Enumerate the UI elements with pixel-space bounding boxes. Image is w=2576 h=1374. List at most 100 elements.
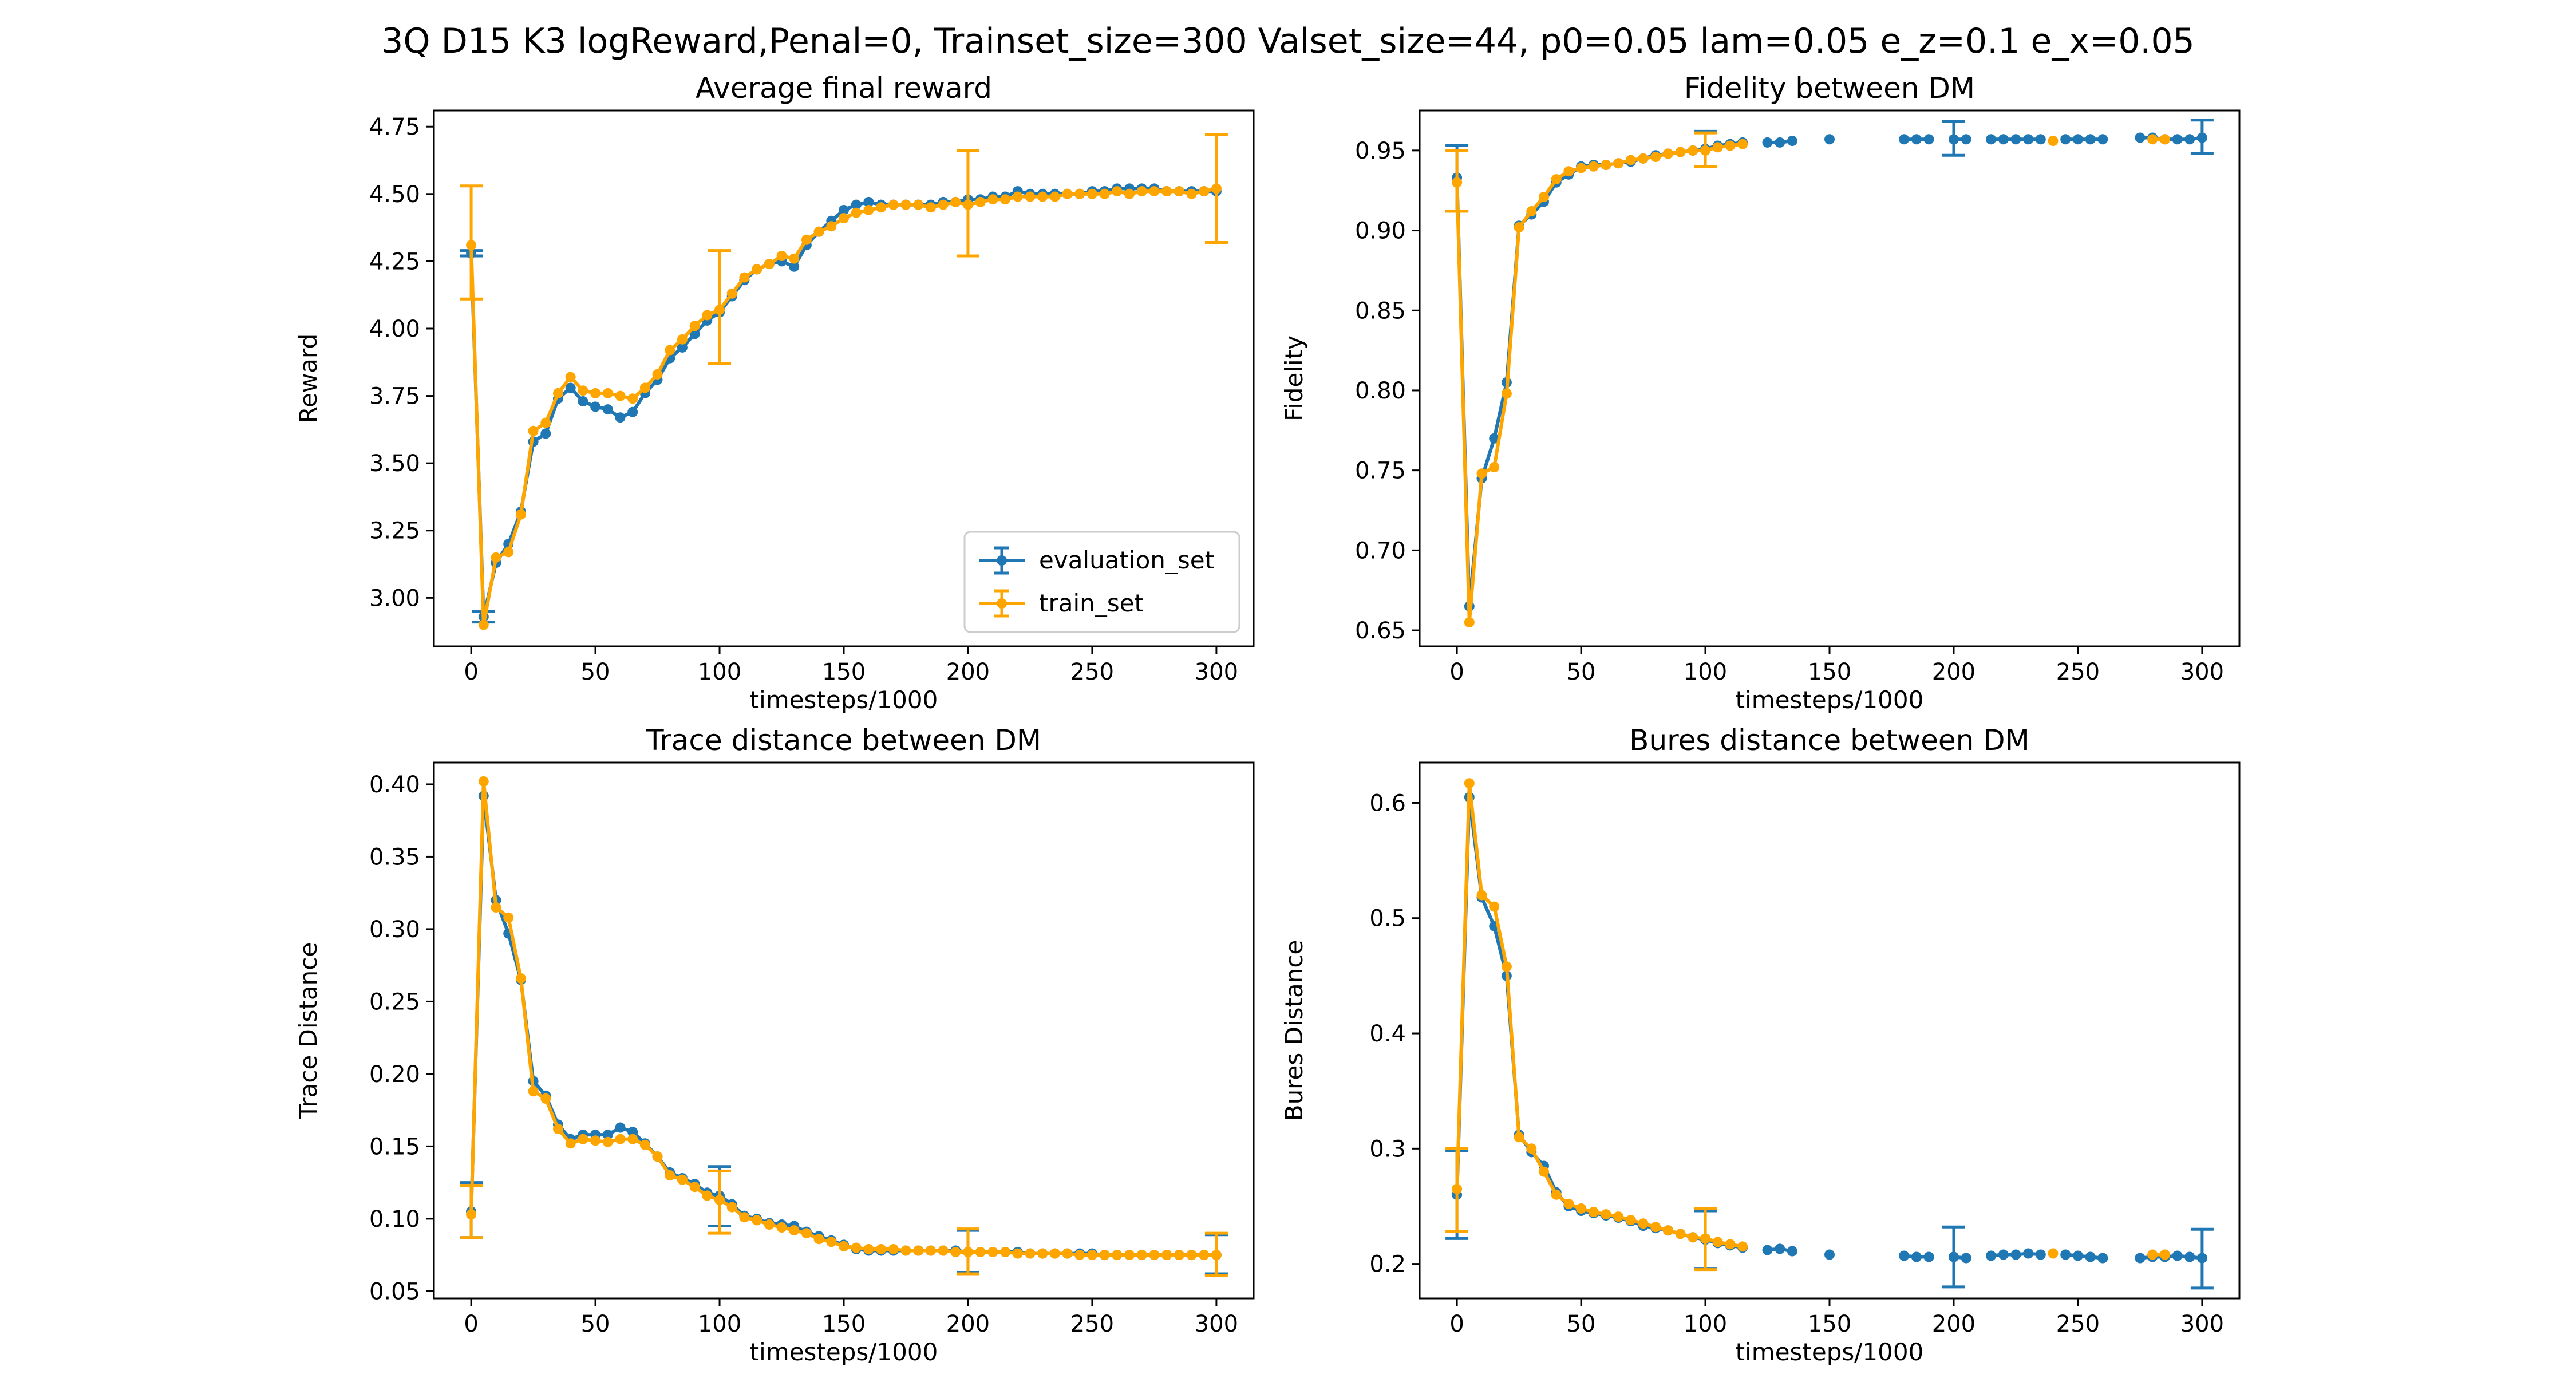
data-point: [2135, 1253, 2146, 1264]
y-tick-label: 0.2: [1369, 1251, 1406, 1278]
data-point: [851, 207, 862, 218]
data-point: [975, 196, 986, 207]
data-point: [677, 342, 688, 353]
data-point: [1476, 468, 1487, 479]
y-axis-label: Fidelity: [1280, 335, 1308, 421]
data-point: [789, 1225, 800, 1236]
data-point: [950, 196, 961, 207]
data-point: [2172, 134, 2183, 145]
series-evaluation-set: [460, 791, 1228, 1276]
y-tick-label: 0.80: [1355, 378, 1406, 404]
data-point: [1824, 1249, 1835, 1260]
data-point: [1049, 191, 1060, 202]
figure-title: 3Q D15 K3 logReward,Penal=0, Trainset_si…: [381, 21, 2195, 61]
x-tick-label: 250: [1070, 659, 1114, 685]
data-point: [2010, 1249, 2021, 1260]
y-tick-label: 0.20: [369, 1061, 420, 1088]
data-point: [1737, 139, 1748, 149]
y-axis-label: Bures Distance: [1280, 940, 1308, 1122]
data-point: [2060, 1249, 2071, 1260]
y-axis-label: Reward: [294, 334, 322, 423]
data-point: [1762, 137, 1773, 148]
data-point: [1501, 388, 1512, 399]
data-point: [1949, 134, 1959, 145]
data-point: [2147, 1249, 2158, 1260]
data-point: [2159, 1249, 2170, 1260]
data-point: [503, 912, 514, 923]
data-point: [1161, 1250, 1172, 1261]
data-point: [1638, 1218, 1649, 1229]
data-point: [1112, 186, 1123, 197]
y-tick-label: 0.30: [369, 917, 420, 943]
data-point: [938, 199, 949, 210]
chart-title: Average final reward: [696, 72, 992, 105]
series-evaluation-set: [1445, 792, 2214, 1290]
y-tick-label: 0.5: [1369, 906, 1406, 932]
data-point: [1662, 1225, 1673, 1236]
data-point: [2023, 134, 2034, 145]
y-tick-label: 0.75: [1355, 458, 1406, 484]
data-point: [2085, 134, 2096, 145]
data-point: [2048, 136, 2059, 147]
x-tick-label: 50: [581, 659, 610, 685]
y-tick-label: 4.75: [369, 114, 420, 140]
data-point: [1625, 155, 1636, 165]
data-point: [900, 1245, 911, 1256]
data-point: [602, 388, 613, 398]
data-point: [839, 213, 849, 224]
y-tick-label: 4.25: [369, 248, 420, 275]
data-point: [1186, 1250, 1197, 1261]
data-point: [2172, 1250, 2183, 1261]
data-point: [2097, 134, 2108, 145]
data-point: [1675, 1229, 1686, 1239]
data-point: [478, 619, 489, 630]
x-axis-label: timesteps/1000: [1736, 1338, 1924, 1366]
y-tick-label: 3.25: [369, 518, 420, 544]
data-point: [2085, 1251, 2096, 1262]
y-tick-label: 3.00: [369, 585, 420, 611]
y-tick-label: 3.75: [369, 384, 420, 410]
data-point: [1037, 1248, 1048, 1259]
x-tick-label: 250: [1070, 1311, 1114, 1337]
data-point: [863, 1244, 874, 1254]
data-point: [1961, 134, 1971, 145]
data-point: [826, 221, 837, 232]
data-point: [1476, 890, 1487, 901]
data-point: [1526, 206, 1537, 216]
data-point: [1012, 1248, 1023, 1259]
data-point: [1625, 1215, 1636, 1226]
data-point: [1501, 961, 1512, 972]
data-point: [2035, 134, 2046, 145]
y-tick-label: 0.25: [369, 989, 420, 1015]
data-point: [1563, 1198, 1574, 1209]
data-point: [764, 259, 775, 270]
data-point: [1136, 186, 1147, 197]
data-point: [1613, 1211, 1624, 1222]
x-tick-label: 150: [822, 659, 866, 685]
data-point: [1712, 142, 1723, 153]
data-point: [900, 199, 911, 210]
data-point: [1000, 194, 1011, 205]
data-point: [913, 1245, 924, 1256]
data-point: [801, 234, 812, 245]
data-point: [1025, 191, 1036, 202]
data-point: [665, 345, 675, 356]
data-point: [1012, 191, 1023, 202]
x-tick-label: 150: [1808, 659, 1851, 685]
data-point: [1149, 186, 1160, 197]
x-axis-label: timesteps/1000: [750, 1338, 938, 1366]
y-tick-label: 3.50: [369, 451, 420, 477]
data-point: [776, 1222, 787, 1233]
series-line: [1455, 795, 2203, 1260]
data-point: [1489, 901, 1500, 912]
data-point: [2072, 1250, 2083, 1261]
data-point: [1700, 145, 1710, 156]
data-point: [2159, 134, 2170, 145]
data-point: [1998, 134, 2009, 145]
x-tick-label: 300: [1195, 1311, 1238, 1337]
data-point: [615, 390, 626, 401]
series-line: [469, 779, 1216, 1257]
data-point: [578, 1134, 588, 1144]
data-point: [466, 1209, 477, 1220]
data-point: [1062, 1248, 1073, 1259]
